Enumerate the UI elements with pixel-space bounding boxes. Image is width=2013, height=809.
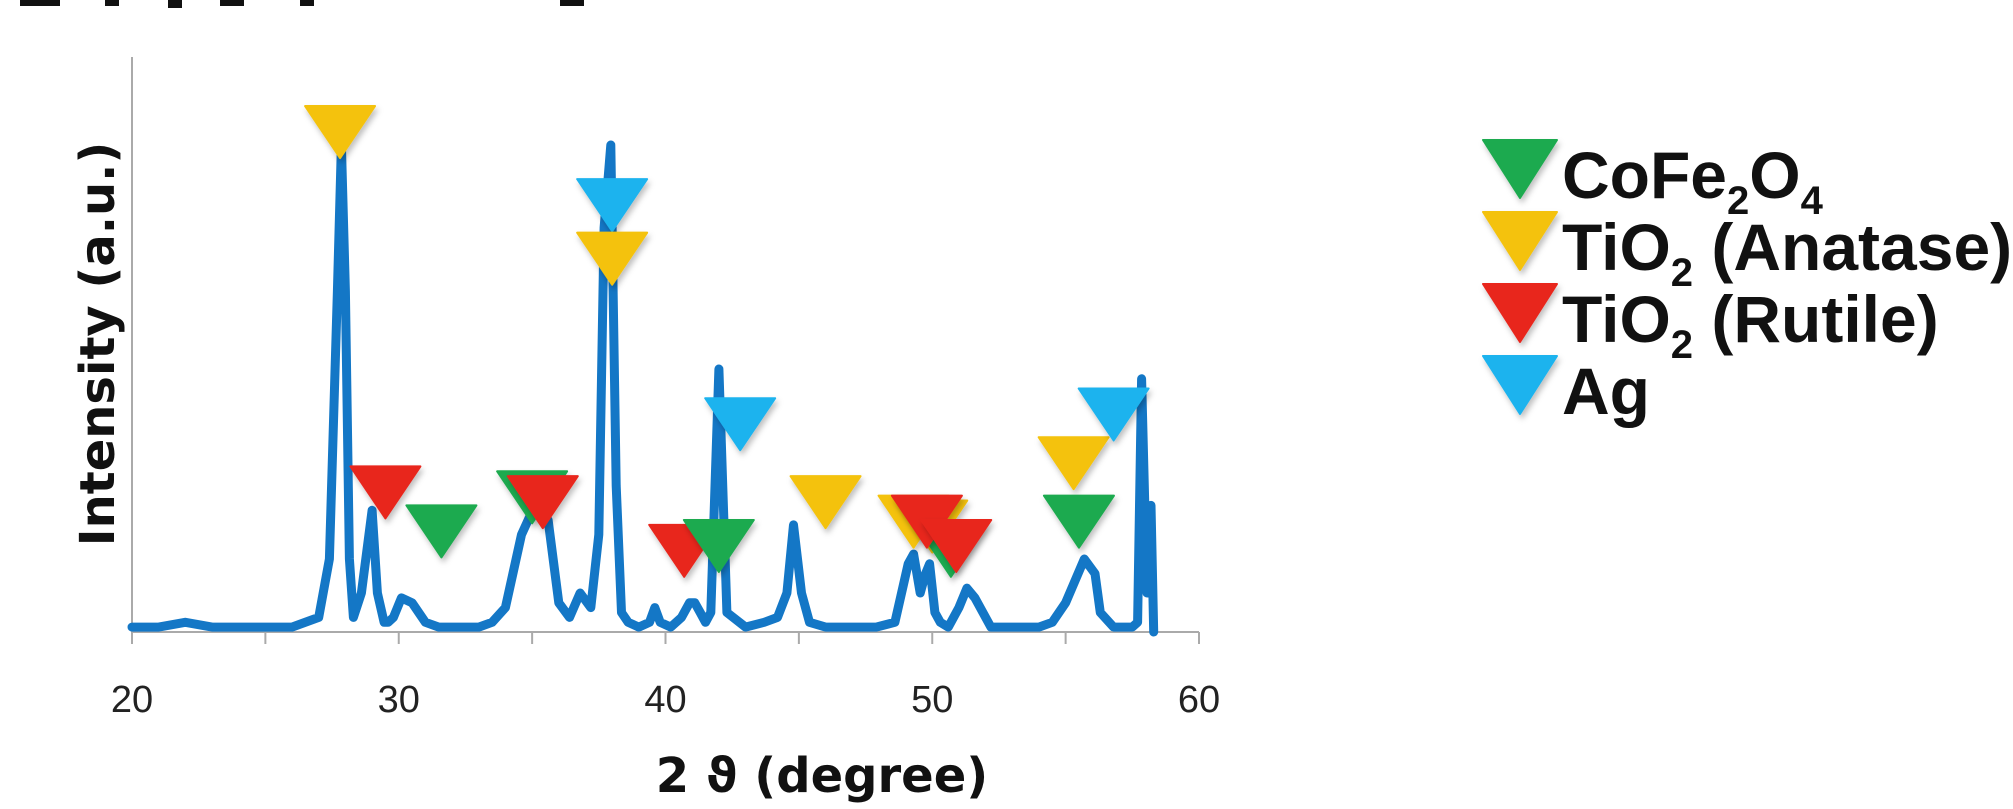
x-ticks: [131, 632, 1200, 644]
phase-marker: [704, 397, 777, 452]
legend-item: CoFe2O4: [1482, 138, 1824, 223]
xrd-pattern-line: [127, 140, 1159, 637]
phase-marker: [506, 475, 579, 530]
legend-label: TiO2 (Anatase): [1562, 210, 2012, 295]
legend-marker: [1482, 355, 1558, 415]
legend-item: Ag: [1482, 354, 1650, 428]
phase-marker: [682, 518, 755, 573]
legend-marker: [1482, 139, 1558, 199]
legend-item: TiO2 (Anatase): [1482, 210, 2012, 295]
top-clipped-text-fragment: [20, 0, 584, 8]
legend-label: CoFe2O4: [1562, 138, 1824, 223]
phase-marker: [1042, 494, 1115, 549]
phase-marker: [576, 178, 649, 233]
x-axis: 20 30 40 50 60: [111, 631, 1220, 721]
x-tick-labels: 20 30 40 50 60: [111, 679, 1220, 721]
phase-marker: [405, 504, 478, 559]
x-tick-label: 50: [911, 679, 953, 721]
legend-item: TiO2 (Rutile): [1482, 282, 1939, 367]
legend-label: TiO2 (Rutile): [1562, 282, 1939, 367]
legend-marker: [1482, 283, 1558, 343]
legend-label: Ag: [1562, 354, 1650, 428]
phase-markers: [304, 105, 1150, 578]
phase-marker: [304, 105, 377, 160]
x-tick-label: 60: [1178, 679, 1220, 721]
x-tick-label: 20: [111, 679, 153, 721]
phase-marker: [349, 465, 422, 520]
phase-marker: [789, 475, 862, 530]
x-tick-label: 40: [644, 679, 686, 721]
phase-marker: [1077, 387, 1150, 442]
x-axis-title: 2 ϑ (degree): [656, 748, 988, 804]
x-tick-label: 30: [378, 679, 420, 721]
phase-marker: [576, 231, 649, 286]
y-axis-title: Intensity (a.u.): [70, 142, 126, 547]
phase-marker: [920, 518, 993, 573]
phase-marker: [1037, 436, 1110, 491]
series-group: [127, 140, 1159, 637]
legend-marker: [1482, 211, 1558, 271]
